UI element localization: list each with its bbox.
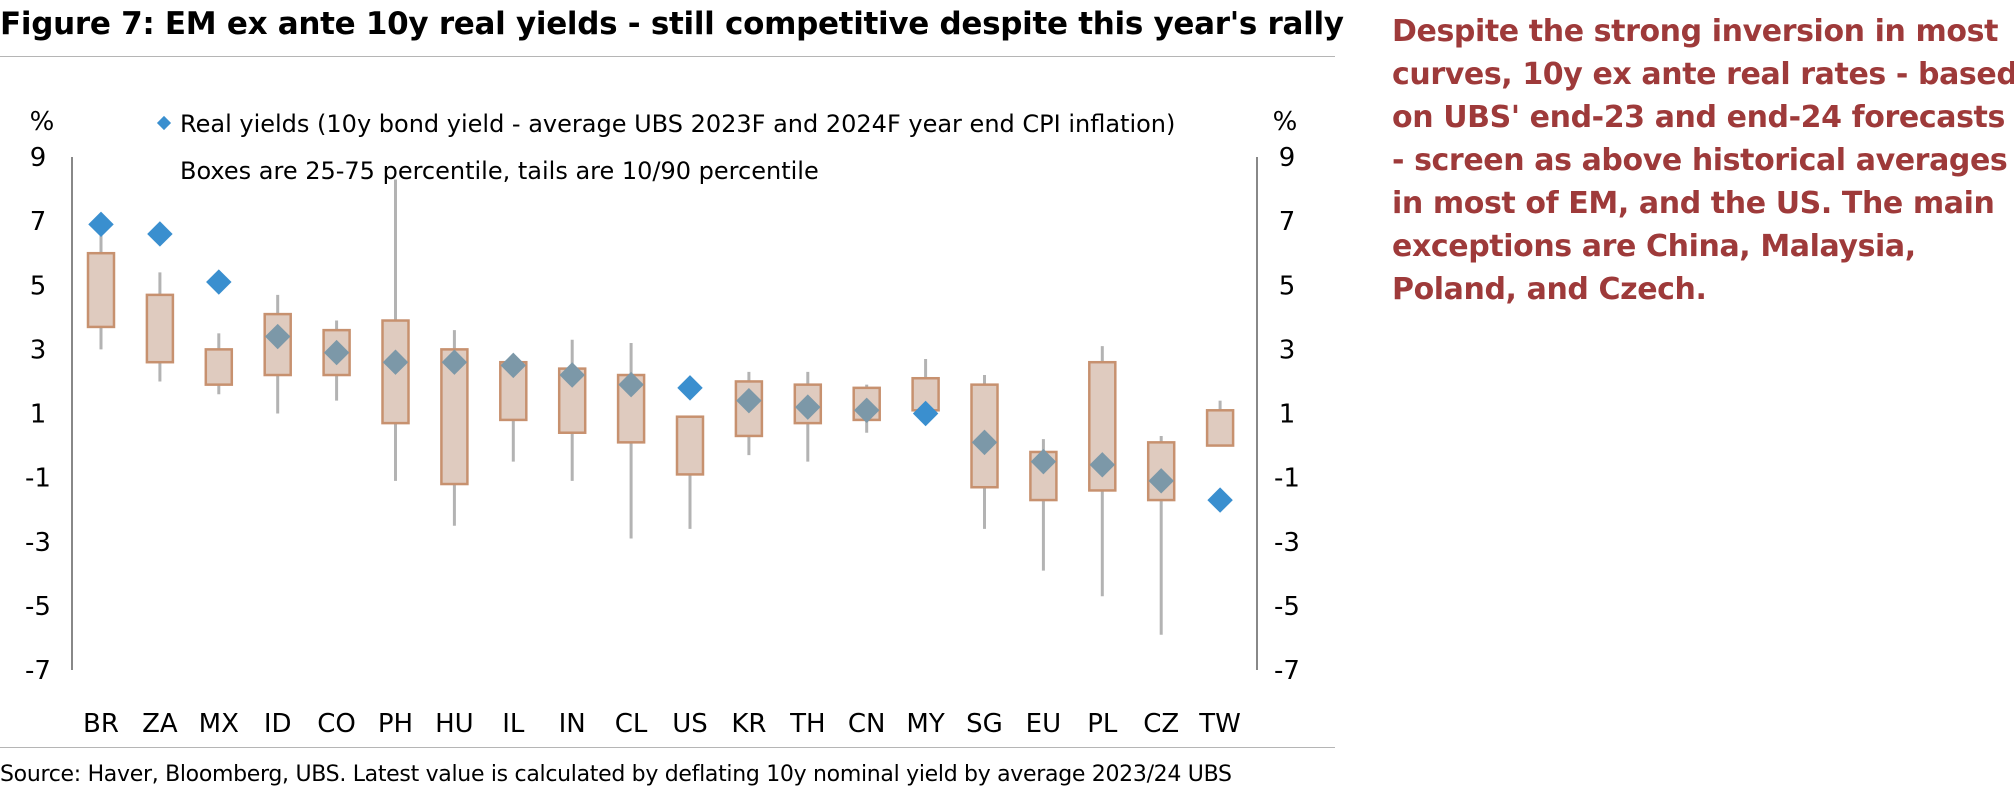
latest-value-marker bbox=[1207, 487, 1233, 513]
box bbox=[1088, 360, 1117, 492]
x-tick-label: CO bbox=[317, 709, 356, 739]
x-tick-label: HU bbox=[435, 709, 474, 739]
x-tick-label: PH bbox=[378, 709, 413, 739]
y-tick-label-right: -3 bbox=[1274, 528, 1300, 558]
y-tick-label-left: 5 bbox=[30, 271, 47, 301]
axes: 9 9 7 7 5 5 3 3 1 1 -1 -1 -3 -3 -5 -5 -7 -7 bbox=[25, 143, 1300, 686]
x-tick-label: CN bbox=[848, 709, 886, 739]
y-tick-label-left: -7 bbox=[25, 656, 51, 686]
latest-value-marker bbox=[500, 352, 527, 379]
y-axis-left-unit: % bbox=[30, 107, 55, 137]
x-tick-label: EU bbox=[1026, 709, 1061, 739]
x-tick-label: IL bbox=[502, 709, 525, 739]
latest-value-marker bbox=[323, 339, 350, 366]
x-tick-label: ID bbox=[264, 709, 292, 739]
latest-value-marker bbox=[441, 349, 468, 375]
y-tick-label-left: 1 bbox=[30, 400, 47, 430]
x-tick-label: TH bbox=[789, 709, 825, 739]
boxes bbox=[86, 251, 1235, 502]
y-tick-label-right: -1 bbox=[1274, 464, 1300, 494]
latest-value-marker bbox=[559, 362, 585, 388]
y-tick-label-right: 5 bbox=[1279, 271, 1296, 301]
commentary-line: - screen as above historical averages bbox=[1392, 143, 2008, 178]
latest-value-marker bbox=[912, 400, 939, 427]
x-tick-label: SG bbox=[966, 709, 1003, 739]
latest-value-marker bbox=[618, 371, 644, 398]
x-tick-label: MY bbox=[906, 709, 944, 739]
x-tick-label: CZ bbox=[1143, 709, 1179, 739]
legend-marker-label: Real yields (10y bond yield - average UB… bbox=[180, 110, 1175, 138]
latest-value-marker bbox=[853, 397, 880, 424]
commentary-line: on UBS' end-23 and end-24 forecasts bbox=[1392, 100, 2005, 135]
box bbox=[911, 376, 940, 412]
x-tick-label: TW bbox=[1198, 709, 1241, 739]
y-axis-right-unit: % bbox=[1273, 107, 1298, 137]
box bbox=[675, 415, 705, 476]
y-tick-label-right: -7 bbox=[1274, 656, 1300, 686]
y-tick-label-right: 1 bbox=[1279, 400, 1296, 430]
x-tick-label: US bbox=[672, 709, 708, 739]
commentary-line: in most of EM, and the US. The main bbox=[1392, 186, 1995, 221]
y-tick-label-left: 7 bbox=[30, 207, 47, 237]
legend: Real yields (10y bond yield - average UB… bbox=[156, 110, 1175, 185]
box bbox=[86, 251, 116, 329]
box bbox=[1205, 409, 1235, 447]
x-tick-label: PL bbox=[1087, 709, 1118, 739]
commentary-line: curves, 10y ex ante real rates - based bbox=[1392, 57, 2014, 92]
latest-value-marker bbox=[971, 429, 998, 456]
box bbox=[145, 293, 175, 364]
latest-markers bbox=[88, 211, 1233, 513]
x-tick-label: IN bbox=[559, 709, 586, 739]
latest-value-marker bbox=[88, 211, 114, 238]
commentary-line: Despite the strong inversion in most bbox=[1392, 14, 1999, 49]
boxplot-chart: 9 9 7 7 5 5 3 3 1 1 -1 -1 -3 -3 -5 -5 -7 -7 BR ZA MX ID CO PH H… bbox=[25, 107, 1300, 739]
latest-value-marker bbox=[382, 349, 409, 375]
category-labels: BR ZA MX ID CO PH HU IL IN CL US KR TH CN MY SG EU PL CZ TW bbox=[83, 709, 1241, 739]
y-tick-label-right: 9 bbox=[1279, 143, 1296, 173]
y-tick-label-left: 3 bbox=[30, 335, 47, 365]
latest-value-marker bbox=[736, 387, 762, 414]
latest-value-marker bbox=[795, 394, 821, 420]
latest-value-marker bbox=[264, 323, 291, 350]
legend-marker-icon bbox=[156, 115, 172, 131]
box bbox=[204, 348, 234, 386]
source-note: Source: Haver, Bloomberg, UBS. Latest va… bbox=[0, 762, 1232, 787]
x-tick-label: CL bbox=[615, 709, 648, 739]
y-tick-label-right: 7 bbox=[1279, 207, 1296, 237]
x-tick-label: ZA bbox=[142, 709, 178, 739]
x-tick-label: KR bbox=[731, 709, 766, 739]
y-tick-label-left: -1 bbox=[25, 464, 51, 494]
commentary-line: exceptions are China, Malaysia, bbox=[1392, 229, 1916, 264]
latest-value-marker bbox=[147, 221, 173, 247]
latest-value-marker bbox=[677, 375, 703, 401]
y-tick-label-left: -5 bbox=[25, 592, 51, 622]
y-tick-label-left: 9 bbox=[30, 143, 47, 173]
commentary-line: Poland, and Czech. bbox=[1392, 272, 1707, 307]
title-divider bbox=[0, 56, 1335, 57]
x-tick-label: MX bbox=[199, 709, 239, 739]
x-tick-label: BR bbox=[83, 709, 119, 739]
latest-value-marker bbox=[206, 269, 232, 295]
y-tick-label-left: -3 bbox=[25, 528, 51, 558]
y-tick-label-right: 3 bbox=[1279, 335, 1296, 365]
whiskers bbox=[99, 179, 1222, 635]
legend-note: Boxes are 25-75 percentile, tails are 10… bbox=[180, 157, 819, 185]
figure-title: Figure 7: EM ex ante 10y real yields - s… bbox=[0, 6, 1344, 42]
side-commentary: Despite the strong inversion in most cur… bbox=[1392, 10, 2014, 311]
y-tick-label-right: -5 bbox=[1274, 592, 1300, 622]
source-divider bbox=[0, 747, 1335, 748]
